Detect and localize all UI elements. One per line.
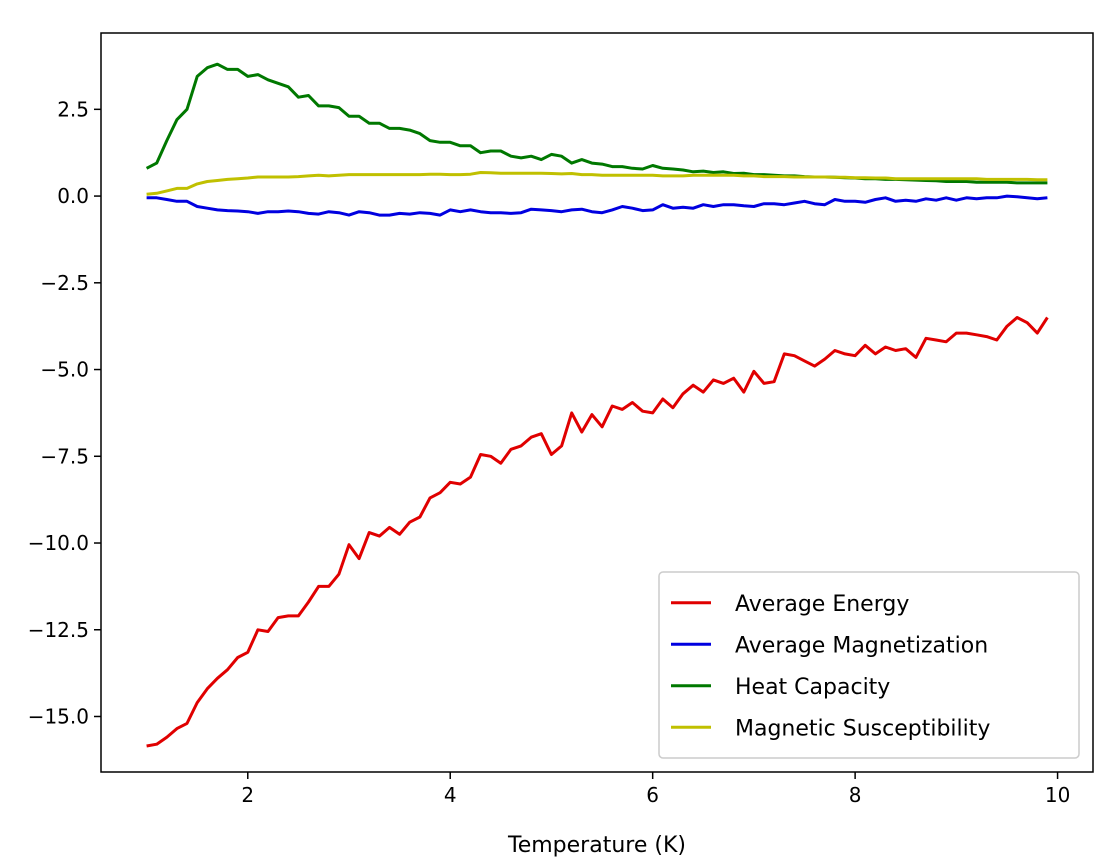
y-tick-label: 2.5: [57, 97, 89, 121]
y-tick-label: −5.0: [40, 358, 89, 382]
y-tick-label: −15.0: [28, 704, 89, 728]
series-line-average-energy: [146, 316, 1049, 748]
y-tick-label: −7.5: [40, 444, 89, 468]
x-tick-label: 6: [646, 783, 659, 807]
series-line-average-magnetization: [146, 194, 1048, 217]
x-tick-label: 10: [1045, 783, 1070, 807]
y-tick-label: −12.5: [28, 618, 89, 642]
y-tick-label: −10.0: [28, 531, 89, 555]
y-tick-label: 0.0: [57, 184, 89, 208]
plot-frame: [100, 32, 1094, 773]
series-line-magnetic-susceptibility: [146, 171, 1048, 196]
y-tick-label: −2.5: [40, 271, 89, 295]
legend-label-average-magnetization: Average Magnetization: [735, 633, 988, 658]
legend-label-magnetic-susceptibility: Magnetic Susceptibility: [735, 716, 990, 741]
x-axis-ticks: 2 4 6 8 10: [241, 772, 1070, 807]
y-axis-ticks: 2.5 0.0 −2.5 −5.0 −7.5 −10.0 −12.5 −15.0: [28, 97, 101, 728]
x-tick-label: 2: [241, 783, 254, 807]
x-tick-label: 8: [849, 783, 862, 807]
x-axis-label: Temperature (K): [507, 833, 686, 858]
legend-box: [658, 571, 1080, 759]
legend: Average Energy Average Magnetization Heat …: [658, 571, 1080, 759]
x-tick-label: 4: [444, 783, 457, 807]
legend-label-average-energy: Average Energy: [735, 592, 909, 617]
series-layer: [145, 62, 1049, 748]
legend-label-heat-capacity: Heat Capacity: [735, 675, 890, 700]
